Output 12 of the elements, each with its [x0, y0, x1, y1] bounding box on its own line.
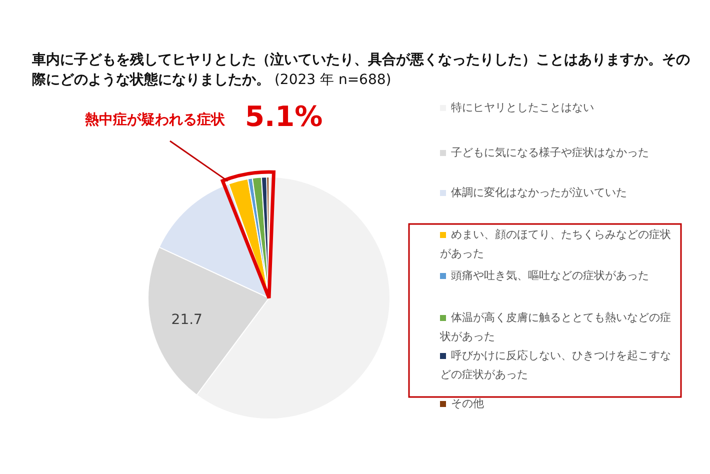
text: 熱中症が疑われる症状: [84, 111, 226, 128]
legend-label: 体調に変化はなかったが泣いていた: [450, 185, 628, 201]
legend-label: その他: [450, 396, 485, 412]
text: 5.1%: [245, 100, 323, 133]
legend-label: めまい、顔のほてり、たちくらみなどの症状があった: [440, 227, 672, 262]
legend-label: 呼びかけに反応しない、ひきつけを起こすなどの症状があった: [440, 348, 672, 383]
data-label: 21.7: [171, 312, 202, 328]
legend-label: 特にヒヤリとしたことはない: [450, 100, 595, 116]
legend-label: 体温が高く皮膚に触るととても熱いなどの症状があった: [440, 310, 672, 345]
chart-subtitle: (2023 年 n=688): [273, 72, 392, 88]
legend-label: 子どもに気になる様子や症状はなかった: [450, 145, 650, 161]
legend-label: 頭痛や吐き気、嘔吐などの症状があった: [450, 268, 650, 284]
